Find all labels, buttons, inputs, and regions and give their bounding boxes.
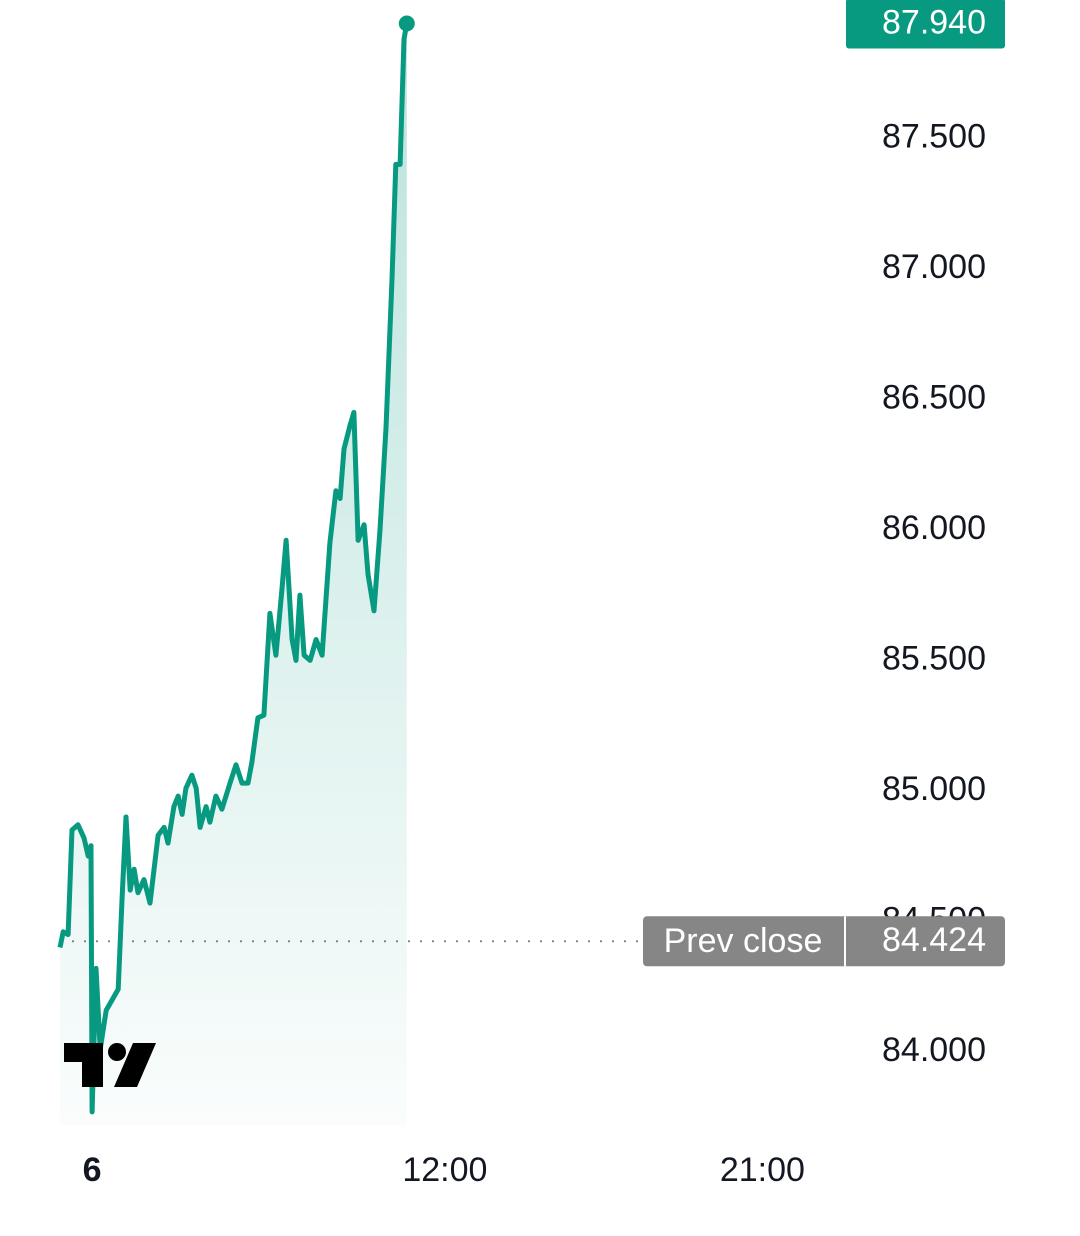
- logo: [64, 1043, 156, 1087]
- y-tick-label: 87.500: [882, 117, 986, 155]
- prev-close-box: [643, 916, 1005, 967]
- price-line: [57, 23, 410, 1115]
- prev-close-label: Prev close: [664, 922, 823, 960]
- y-tick-label: 86.500: [882, 378, 986, 416]
- x-tick-label: 6: [83, 1151, 102, 1189]
- x-tick-label: 12:00: [402, 1151, 487, 1189]
- y-tick-label: 86.000: [882, 509, 986, 547]
- y-tick-label: 84.000: [882, 1031, 986, 1069]
- y-tick-label: 85.500: [882, 639, 986, 677]
- y-tick-label: 87.000: [882, 248, 986, 286]
- area: [60, 23, 407, 1125]
- last-price-box: [846, 0, 1005, 49]
- prev-close-value: 84.424: [882, 921, 986, 959]
- last-price-label: 87.940: [882, 3, 986, 41]
- last-point: [398, 15, 415, 32]
- y-tick-label: 85.000: [882, 770, 986, 808]
- x-tick-label: 21:00: [720, 1151, 805, 1189]
